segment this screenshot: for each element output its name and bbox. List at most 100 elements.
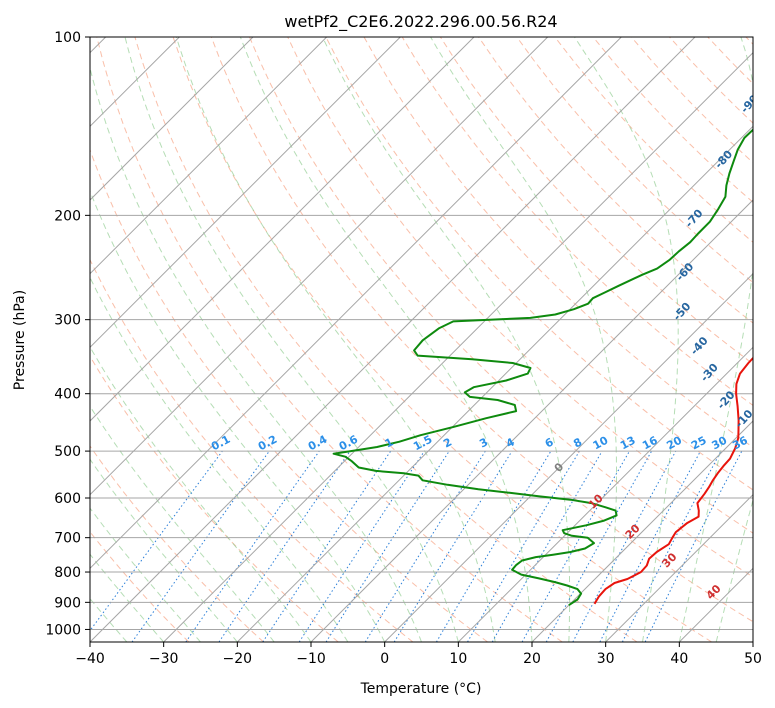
- mixing-ratio-line: [298, 450, 425, 642]
- mixing-ratio-line: [262, 450, 392, 642]
- mixing-ratio-line: [218, 450, 351, 642]
- mixing-ratio-label: 16: [640, 434, 660, 453]
- dry-adiabat: [745, 37, 753, 45]
- moist-adiabat: [90, 345, 312, 642]
- x-tick-label: −40: [75, 651, 105, 667]
- x-tick-label: 30: [597, 651, 615, 667]
- x-tick-label: 40: [670, 651, 688, 667]
- y-tick-label: 900: [54, 595, 81, 611]
- chart-title: wetPf2_C2E6.2022.296.00.56.R24: [284, 12, 557, 32]
- isotherm-gridline: [90, 37, 254, 201]
- x-tick-label: 10: [449, 651, 467, 667]
- y-tick-label: 400: [54, 387, 81, 403]
- moist-adiabat: [239, 37, 533, 642]
- dry-adiabat: [96, 37, 563, 642]
- moist-adiabat: [90, 405, 275, 642]
- dry-adiabat-label: -10: [733, 407, 756, 431]
- mixing-ratio-line: [90, 450, 223, 632]
- dry-adiabat: [478, 37, 753, 324]
- moist-adiabat: [715, 498, 753, 642]
- dry-adiabat: [325, 37, 753, 491]
- x-tick-label: 50: [744, 651, 762, 667]
- moist-adiabat: [574, 37, 679, 642]
- dry-adiabat: [90, 531, 190, 642]
- isotherm-gridline: [605, 493, 753, 642]
- profiles: [332, 128, 753, 607]
- moist-adiabat: [124, 37, 459, 642]
- mixing-ratio-line: [393, 450, 513, 642]
- y-tick-label: 100: [54, 30, 81, 46]
- isotherm-gridline: [457, 346, 753, 642]
- isotherm-gridline: [163, 51, 753, 642]
- y-tick-label: 800: [54, 565, 81, 581]
- x-tick-label: 0: [380, 651, 389, 667]
- y-axis-label: Pressure (hPa): [12, 290, 28, 390]
- mixing-ratio-line: [185, 450, 320, 642]
- dry-adiabat: [90, 258, 414, 642]
- moist-adiabat-label: 30: [659, 550, 679, 570]
- y-tick-label: 300: [54, 313, 81, 329]
- moist-adiabat: [678, 37, 753, 642]
- y-tick-label: 200: [54, 208, 81, 224]
- x-axis-label: Temperature (°C): [360, 681, 482, 697]
- x-tick-label: 20: [523, 651, 541, 667]
- moist-adiabat: [430, 37, 617, 642]
- mixing-ratio-line: [572, 450, 677, 642]
- mixing-ratio-label: 20: [664, 434, 684, 453]
- mixing-ratio-line: [364, 450, 486, 642]
- moist-adiabat: [175, 37, 496, 642]
- background-lines: [90, 37, 753, 642]
- isotherm-gridline: [90, 37, 328, 275]
- y-tick-label: 1000: [45, 622, 81, 638]
- mixing-ratio-label: 25: [689, 434, 709, 453]
- dry-adiabat-label: -60: [673, 260, 696, 284]
- y-tick-label: 500: [54, 444, 81, 460]
- mixing-ratio-label: 13: [618, 434, 638, 453]
- dry-adiabat: [210, 37, 753, 623]
- mixing-ratio-line: [131, 450, 270, 642]
- contour-labels: 0.1 0.2 0.4 0.6 1 1.5 2 3 4 6 8 10 13 16 20 25 30 36-100-…: [209, 32, 775, 602]
- isotherm-gridline: [90, 37, 549, 496]
- mixing-ratio-label: 30: [710, 434, 730, 453]
- isotherm-gridline: [90, 37, 401, 349]
- mixing-ratio-line: [521, 450, 630, 642]
- isotherm-gridline: [90, 37, 696, 642]
- dry-adiabat: [707, 37, 753, 85]
- moist-adiabat-label: 20: [623, 521, 643, 541]
- moist-adiabat: [752, 640, 753, 642]
- isotherm-gridline: [90, 37, 475, 422]
- moist-adiabat: [90, 65, 422, 642]
- dry-adiabat: [90, 355, 339, 642]
- dry-adiabat: [516, 37, 753, 284]
- mixing-ratio-line: [325, 450, 450, 642]
- mixing-ratio-label: 0.4: [306, 433, 330, 454]
- dry-adiabat: [554, 37, 753, 243]
- isotherm-gridline: [384, 272, 753, 642]
- dry-adiabat: [90, 445, 264, 642]
- dry-adiabat-label: -70: [683, 206, 706, 230]
- isotherm-gridline: [90, 37, 622, 570]
- dry-adiabat-label: -100: [771, 32, 775, 61]
- dry-adiabat-label: -30: [698, 361, 721, 385]
- mixing-ratio-label: 8: [571, 435, 584, 450]
- isotherm-gridline: [236, 125, 753, 642]
- mixing-ratio-line: [545, 450, 653, 642]
- plot-frame: [89, 36, 754, 643]
- moist-adiabat: [90, 458, 238, 642]
- mixing-ratio-label: 36: [730, 434, 750, 453]
- moist-adiabat: [90, 553, 165, 642]
- isotherm-gridline: [678, 567, 753, 642]
- grid-lines: [90, 37, 753, 642]
- dry-adiabat-label: -40: [688, 334, 711, 358]
- dry-adiabat: [669, 37, 753, 124]
- dewpoint-profile: [332, 128, 753, 607]
- dry-adiabat-label: -90: [738, 92, 761, 116]
- mixing-ratio-line: [435, 450, 552, 642]
- mixing-ratio-line: [599, 450, 701, 642]
- moist-adiabat-label: 10: [586, 491, 606, 511]
- y-tick-label: 700: [54, 531, 81, 547]
- temperature-profile: [593, 356, 753, 605]
- mixing-ratio-label: 0.1: [209, 433, 232, 454]
- moist-adiabat: [90, 507, 201, 642]
